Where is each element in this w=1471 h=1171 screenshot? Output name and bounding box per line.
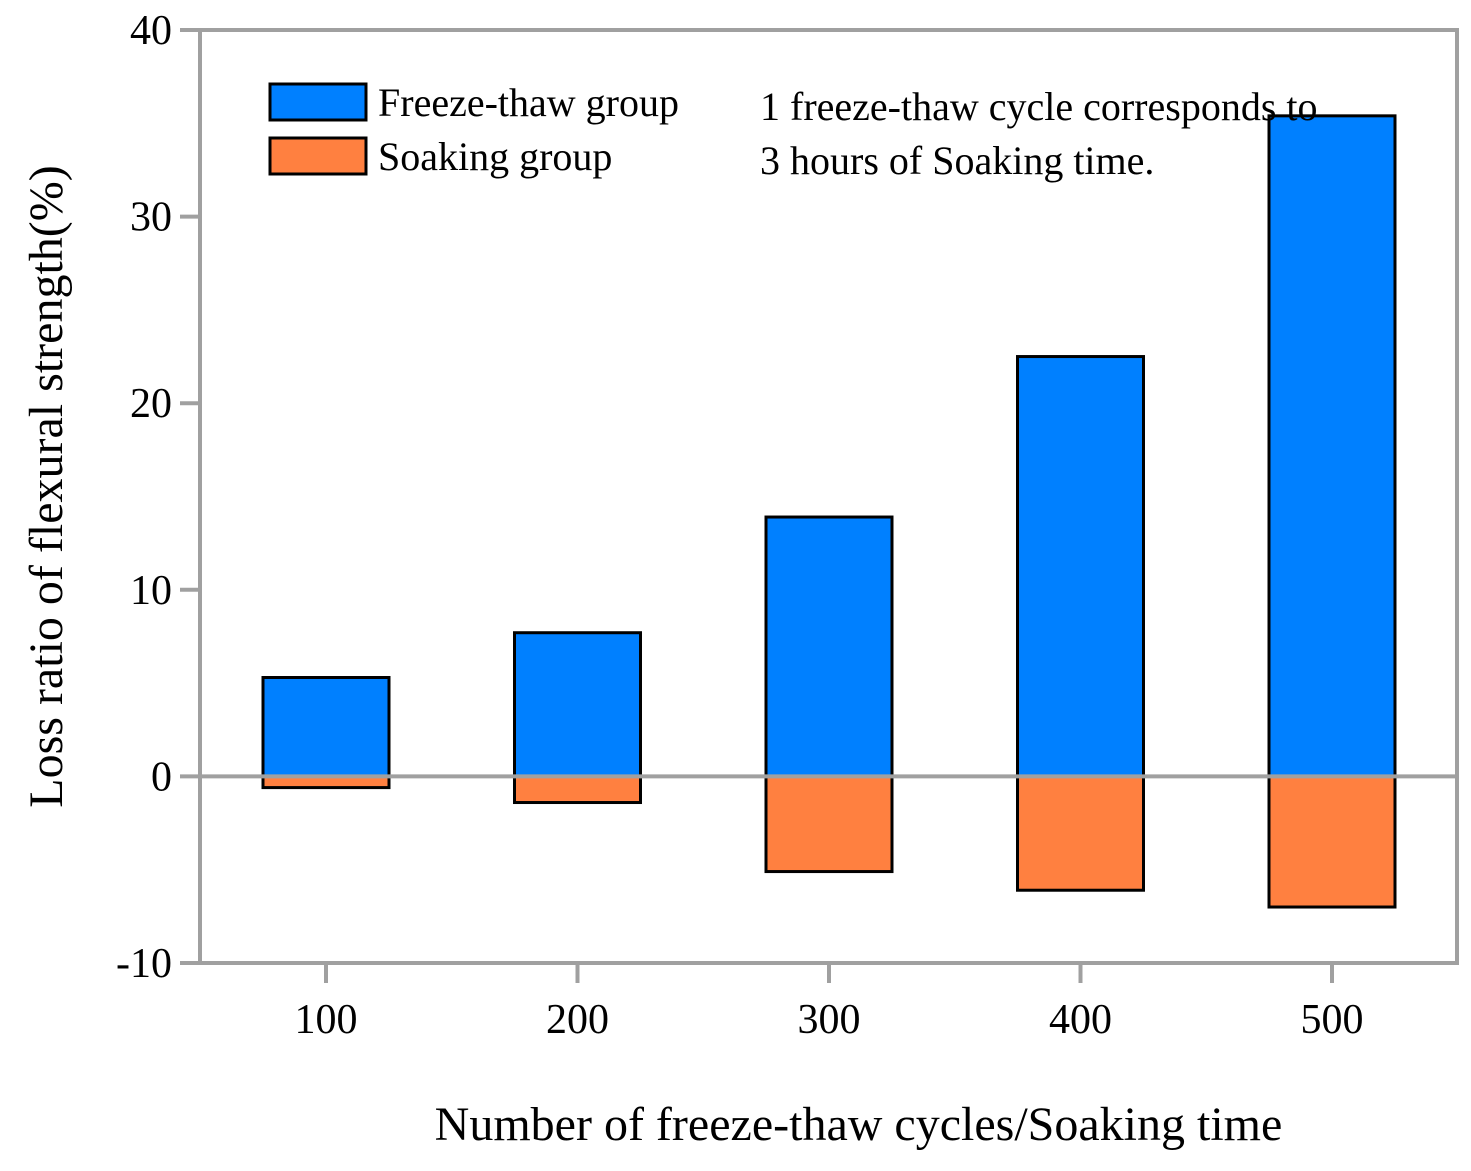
x-tick-label-300: 300 [798, 997, 861, 1043]
bar-soaking-400 [1016, 774, 1145, 892]
bar-soaking-500 [1267, 774, 1397, 909]
y-axis-title: Loss ratio of flexural strength(%) [20, 165, 73, 807]
x-tick-label-500: 500 [1301, 997, 1364, 1043]
legend-label-freeze-thaw: Freeze-thaw group [378, 80, 679, 125]
x-tick-label-100: 100 [295, 997, 358, 1043]
legend: Freeze-thaw group Soaking group [268, 80, 679, 179]
y-tick-label-10: 10 [130, 568, 172, 614]
legend-swatch-soaking [268, 136, 368, 176]
legend-swatch-freeze-thaw [268, 82, 368, 122]
bars-layer [261, 114, 1397, 909]
x-tick-label-200: 200 [546, 997, 609, 1043]
y-tick-label-0: 0 [151, 754, 172, 800]
bar-freeze-thaw-100 [261, 676, 391, 778]
x-axis-title: Number of freeze-thaw cycles/Soaking tim… [435, 1098, 1283, 1151]
bar-soaking-200 [513, 774, 642, 805]
bar-freeze-thaw-300 [764, 515, 894, 778]
x-tick-label-400: 400 [1049, 997, 1112, 1043]
y-tick-label-30: 30 [130, 195, 172, 241]
bar-freeze-thaw-200 [513, 631, 642, 778]
annotation-line-1: 1 freeze-thaw cycle corresponds to [760, 84, 1318, 129]
legend-label-soaking: Soaking group [378, 134, 612, 179]
annotation: 1 freeze-thaw cycle corresponds to 3 hou… [760, 84, 1318, 183]
bar-freeze-thaw-400 [1016, 355, 1145, 778]
y-tick-label-20: 20 [130, 381, 172, 427]
y-tick-label--10: -10 [116, 941, 172, 987]
y-tick-label-40: 40 [130, 8, 172, 54]
axis-layer: -10 0 10 20 30 40 100 200 300 400 500 [116, 8, 1364, 1043]
annotation-line-2: 3 hours of Soaking time. [760, 138, 1154, 183]
bar-freeze-thaw-500 [1267, 114, 1397, 778]
bar-soaking-300 [764, 774, 894, 874]
